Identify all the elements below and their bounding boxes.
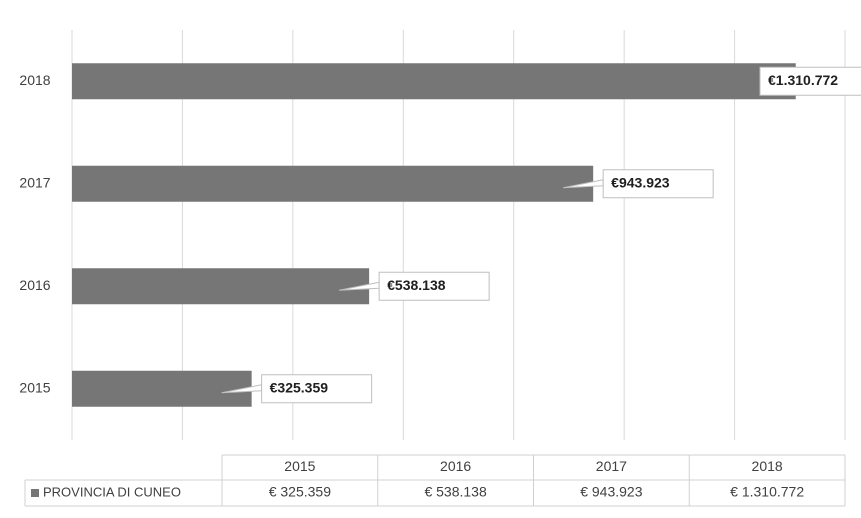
legend-swatch [31,489,39,497]
legend-label: PROVINCIA DI CUNEO [43,484,181,499]
table-value: € 943.923 [580,484,642,500]
y-tick-label: 2018 [19,72,50,88]
y-tick-label: 2017 [19,174,50,190]
label-box [602,169,714,199]
bar [72,63,796,100]
table-header: 2016 [440,458,471,474]
table-header: 2018 [752,458,783,474]
bar [72,165,594,202]
table-value: € 538.138 [424,484,486,500]
table-value: € 325.359 [269,484,331,500]
bar [72,268,370,305]
data-label: €1.310.772 [768,72,838,88]
data-label: €538.138 [387,277,446,293]
data-label: €943.923 [611,174,670,190]
table-header: 2017 [596,458,627,474]
table-header: 2015 [284,458,315,474]
bar [72,370,252,407]
label-box [261,374,373,404]
table-value: € 1.310.772 [730,484,804,500]
y-tick-label: 2015 [19,379,50,395]
data-label: €325.359 [270,379,329,395]
y-tick-label: 2016 [19,277,50,293]
label-box [378,271,490,301]
label-box [759,66,861,96]
